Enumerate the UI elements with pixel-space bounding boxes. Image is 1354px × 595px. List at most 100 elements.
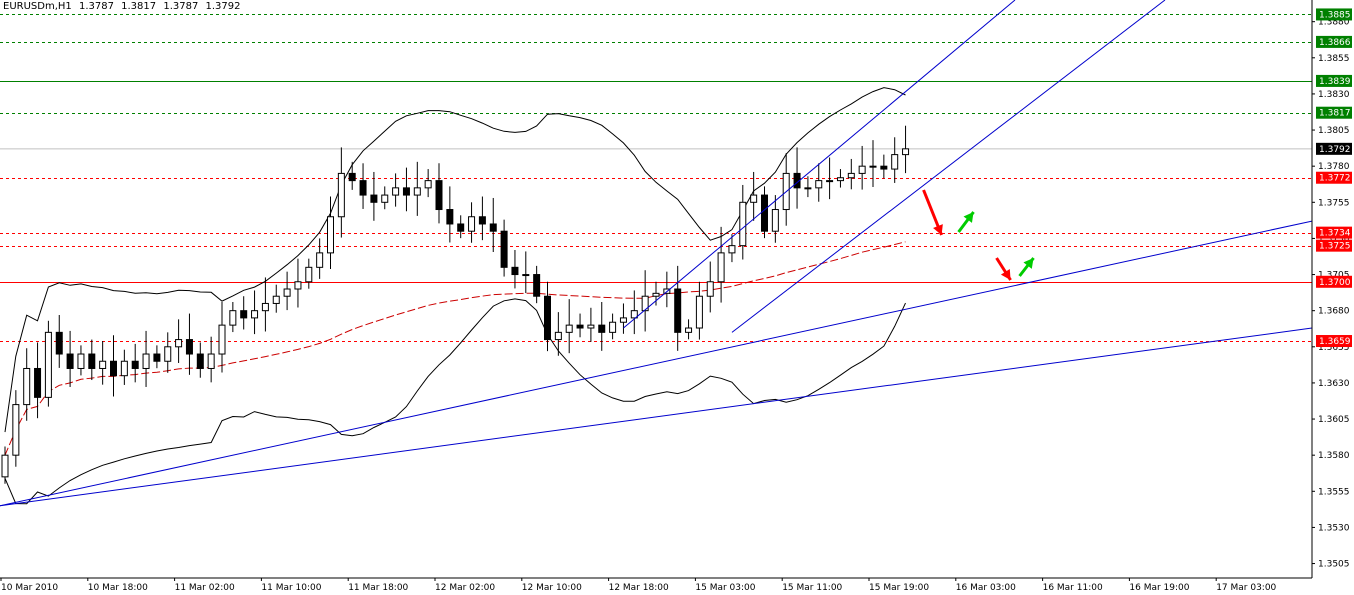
candle [55,315,63,368]
bull-candle-body [706,281,714,297]
trendline-2 [0,327,1313,507]
candle [511,249,519,289]
bull-candle-body [1,454,9,478]
bear-candle-body [240,310,248,319]
candle [457,215,465,239]
open-value: 1.3787 [78,1,114,12]
candle [468,202,476,243]
bear-candle-body [370,194,378,203]
bull-candle-body [175,339,183,348]
bear-candle-body [576,324,584,329]
candle [370,171,378,221]
candle [858,145,866,190]
candle [750,171,758,221]
bull-candle-body [815,180,823,189]
candle [761,186,768,239]
bull-candle-body [316,252,324,268]
bull-candle-body [554,331,562,341]
price-tag-1.3772-bg [1316,171,1352,184]
candle [836,169,844,188]
price-tag-1.3885-label: 1.3885 [1319,10,1351,20]
candle [327,196,334,270]
price-tag-1.3725-label: 1.3725 [1319,242,1351,252]
price-tag-1.3866-bg [1316,35,1352,48]
time-tick-label: 12 Mar 02:00 [435,583,495,593]
price-tags-layer: 1.38851.38661.38391.38171.37721.37341.37… [1316,8,1352,348]
candle [131,343,139,383]
bear-candle-body [598,324,606,333]
bear-candle-body [446,209,454,225]
candle [619,303,627,334]
bull-candle-body [902,148,910,156]
price-tag-1.3866-label: 1.3866 [1319,38,1351,48]
candle [34,342,42,419]
price-tick-label: 1.3655 [1318,343,1350,353]
bollinger-layer [4,87,906,505]
bull-candle-body [728,245,736,254]
last-price-tag: 1.3792 [1316,142,1352,155]
bull-candle-body [641,295,649,312]
candle [826,157,834,200]
bear-candle-body [489,223,497,232]
candle [413,161,421,216]
bear-candle-body [435,180,443,211]
price-tick-label: 1.3630 [1318,379,1350,389]
candle [251,290,259,335]
bull-candle-body [23,367,31,406]
candle [316,238,324,279]
candle [348,161,356,190]
bull-candle-body [294,281,302,290]
time-tick-label: 12 Mar 10:00 [522,583,582,593]
price-tag-1.3725-bg [1316,239,1352,252]
bull-candle-body [652,292,660,297]
candle [565,299,573,354]
bear-candle-body [110,360,117,377]
arrows-layer [922,189,1035,281]
green-arrow-up-icon-head [963,212,974,223]
price-tag-1.3817-label: 1.3817 [1319,109,1351,119]
bull-candle-body [12,404,20,456]
candle [815,163,823,202]
candle [706,261,714,313]
candle [88,339,96,381]
price-tick-label: 1.3830 [1318,90,1350,100]
bear-candle-body [402,187,410,196]
bear-candle-body [66,353,74,369]
candle [674,265,682,351]
candle [576,313,584,338]
candle [609,313,617,340]
bull-candle-body [750,194,758,203]
price-tag-1.3659-bg [1316,335,1352,348]
candle [120,349,128,385]
bear-candle-body [55,331,63,355]
candle [793,147,801,209]
bull-candle-body [164,346,172,362]
candle [695,281,703,340]
price-tick-label: 1.3505 [1318,560,1350,570]
bear-candle-body [478,216,486,225]
bull-candle-body [685,327,693,333]
time-tick-label: 16 Mar 03:00 [956,583,1016,593]
green-arrow-up-icon [1018,257,1035,277]
price-tick-label: 1.3530 [1318,523,1350,533]
price-tick-label: 1.3605 [1318,415,1350,425]
trendline-3 [623,0,1016,329]
candle [164,332,172,373]
price-tick-label: 1.3805 [1318,126,1350,136]
time-tick-label: 11 Mar 10:00 [261,583,321,593]
red-arrow-down-icon [995,257,1012,281]
time-tick-label: 15 Mar 11:00 [782,583,842,593]
candles-layer [1,125,910,484]
candle [869,140,877,187]
candle [880,154,888,179]
candle [381,186,389,210]
bull-candle-body [619,317,627,323]
candle [728,234,736,263]
candle [77,345,85,376]
bull-candle-body [739,201,747,247]
price-tick-label: 1.3755 [1318,198,1350,208]
candle [739,184,747,260]
candle [261,277,269,332]
candle [185,313,193,375]
